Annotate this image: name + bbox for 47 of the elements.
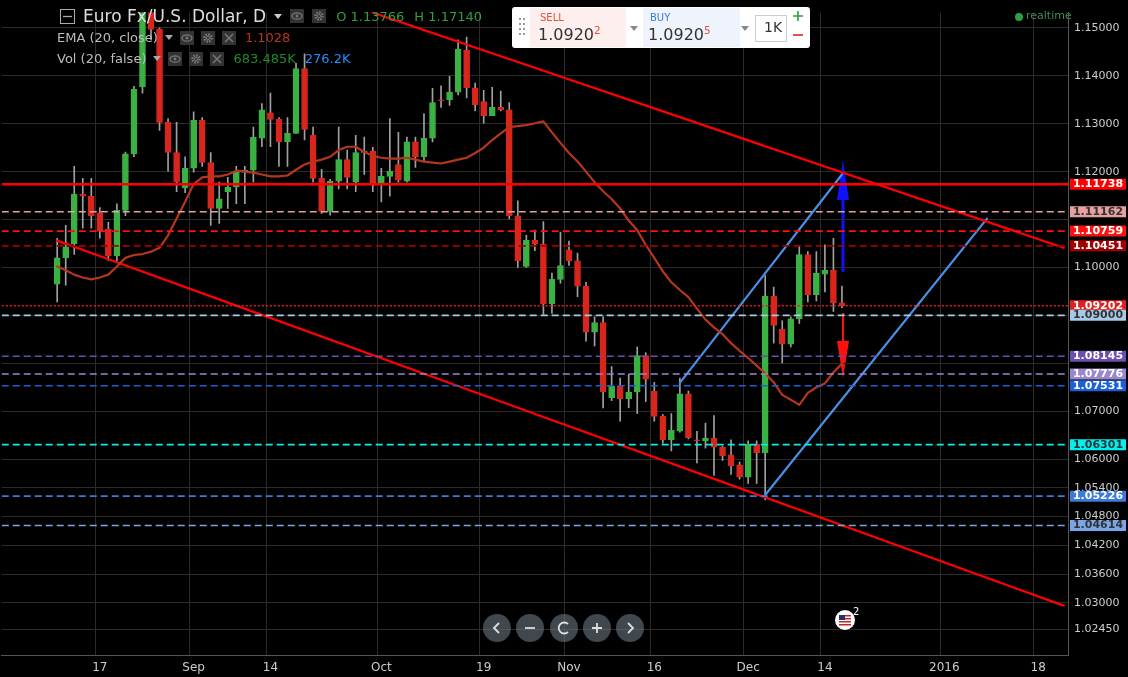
annotation: 2 — [853, 606, 860, 617]
ref-line-label: 1.08145 — [1072, 349, 1124, 363]
x-tick-label: 18 — [1030, 660, 1046, 675]
ref-line-label: 1.07776 — [1072, 366, 1124, 380]
annotation: 1.1028 — [244, 30, 291, 45]
annotation: 683.485K — [233, 51, 296, 66]
ref-line-label: 1.09000 — [1072, 308, 1124, 322]
x-tick-label: 2016 — [929, 660, 960, 675]
y-tick-label: 1.07000 — [1074, 404, 1120, 418]
ref-line-label: 1.06301 — [1072, 437, 1124, 451]
y-tick-label: 1.10000 — [1074, 260, 1120, 274]
x-tick-label: 14 — [262, 660, 279, 675]
candlestick — [497, 90, 505, 112]
x-tick-label: 19 — [476, 660, 492, 675]
ref-line-label: 1.11738 — [1072, 177, 1124, 191]
x-tick-label: 14 — [817, 660, 833, 675]
ref-line-label: 1.10759 — [1072, 223, 1124, 237]
annotation: SELL — [540, 12, 564, 23]
ref-line-label: 1.10451 — [1072, 238, 1124, 252]
x-tick-label: Dec — [736, 660, 760, 675]
ref-line-label: 1.04614 — [1072, 518, 1124, 532]
y-tick-label: 1.03000 — [1074, 595, 1120, 609]
y-tick-label: 1.13000 — [1074, 116, 1120, 130]
ref-line-label: 1.07531 — [1072, 378, 1124, 392]
y-tick-label: 1.15000 — [1074, 20, 1120, 34]
x-tick-label: Oct — [370, 660, 392, 675]
y-tick-label: 1.14000 — [1074, 68, 1120, 82]
y-tick-label: 1.04200 — [1074, 538, 1120, 552]
candlestick — [437, 85, 445, 108]
annotation: 1K — [764, 19, 783, 36]
ref-line-label: 1.11162 — [1072, 204, 1124, 218]
y-tick-label: 1.06000 — [1074, 451, 1120, 465]
candlestick — [224, 177, 232, 209]
candlestick — [62, 224, 70, 286]
annotation: 1.0920$^{5}$ — [648, 24, 711, 45]
annotation: 1.0920$^{2}$ — [538, 24, 601, 45]
x-tick-label: 17 — [92, 660, 108, 675]
candlestick — [693, 430, 701, 464]
x-tick-label: 16 — [646, 660, 662, 675]
annotation: H 1.17140 — [414, 8, 482, 24]
annotation: 276.2K — [304, 51, 351, 66]
y-tick-label: 1.02450 — [1074, 621, 1120, 635]
annotation: BUY — [650, 12, 671, 23]
y-tick-label: 1.03600 — [1074, 566, 1120, 580]
x-tick-label: Nov — [557, 660, 581, 675]
x-tick-label: Sep — [182, 660, 205, 675]
y-tick-label: 1.12000 — [1074, 164, 1120, 178]
